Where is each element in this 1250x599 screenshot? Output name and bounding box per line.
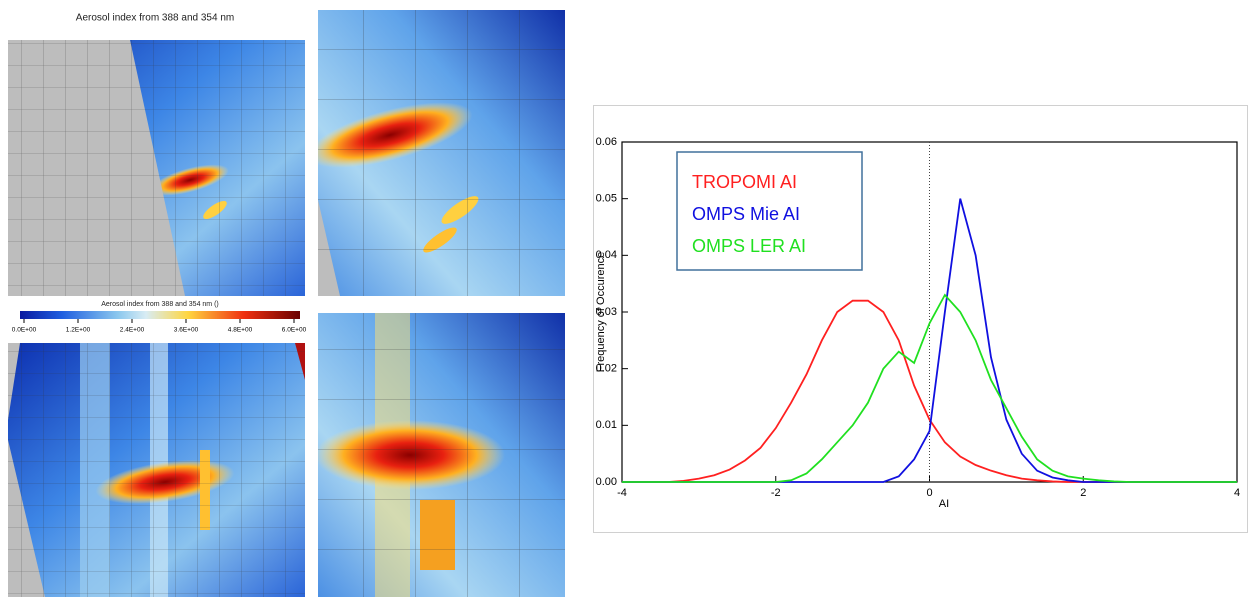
- legend-entry: OMPS Mie AI: [692, 204, 800, 224]
- colorbar-tick-label: 2.4E+00: [120, 327, 145, 334]
- y-axis-label: Frequency of Occurence: [595, 252, 607, 372]
- x-tick-label: 4: [1234, 487, 1240, 499]
- legend-entry: OMPS LER AI: [692, 236, 806, 256]
- series-line: [622, 293, 1237, 483]
- colorbar-tick-label: 3.6E+00: [174, 327, 199, 334]
- y-tick-label: 0.00: [596, 476, 617, 488]
- x-tick-label: 2: [1080, 487, 1086, 499]
- colorbar: [20, 311, 300, 319]
- y-tick-label: 0.05: [596, 193, 617, 205]
- map-bottom-left: [8, 343, 305, 597]
- y-tick-label: 0.04: [596, 249, 617, 261]
- legend: [676, 151, 863, 271]
- x-tick-label: -4: [617, 487, 627, 499]
- colorbar-title: Aerosol index from 388 and 354 nm (): [101, 301, 219, 308]
- map-top-left: [8, 40, 305, 296]
- colorbar-tick-label: 4.8E+00: [228, 327, 253, 334]
- x-tick-label: -2: [771, 487, 781, 499]
- colorbar-tick-label: 0.0E+00: [12, 327, 37, 334]
- y-tick-label: 0.02: [596, 363, 617, 375]
- x-axis-label: AI: [939, 498, 949, 510]
- colorbar-tick-label: 1.2E+00: [66, 327, 91, 334]
- map-top-right: [318, 10, 565, 296]
- y-tick-label: 0.06: [596, 136, 617, 148]
- legend-entry: TROPOMI AI: [692, 172, 797, 192]
- map-title: Aerosol index from 388 and 354 nm: [76, 13, 234, 24]
- map-bottom-right: [318, 313, 565, 597]
- x-tick-label: 0: [926, 487, 932, 499]
- colorbar-tick-label: 6.0E+00: [282, 327, 307, 334]
- y-tick-label: 0.01: [596, 419, 617, 431]
- y-tick-label: 0.03: [596, 306, 617, 318]
